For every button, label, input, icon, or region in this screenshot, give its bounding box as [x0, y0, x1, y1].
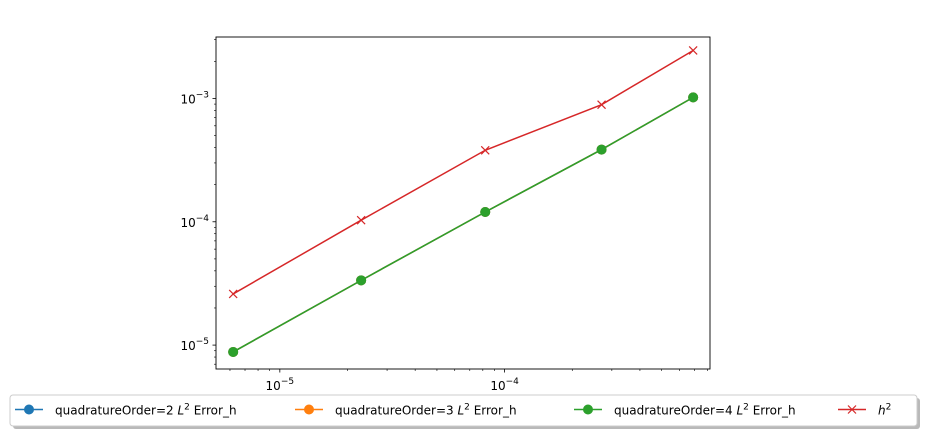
- series-line: [232, 49, 694, 295]
- series-3: [228, 92, 699, 357]
- legend-label: quadratureOrder=3 L2 Error_h: [335, 403, 517, 418]
- data-point: [228, 346, 239, 357]
- marker-stroke: [228, 289, 238, 299]
- tick-label-base: 10: [180, 216, 195, 230]
- tick-label-base: 10: [180, 92, 195, 106]
- tick-label-exponent: −4: [196, 214, 210, 224]
- legend-marker: [24, 404, 34, 415]
- legend-box: [9, 394, 918, 427]
- legend: quadratureOrder=2 L2 Error_h quadratureOr…: [9, 394, 920, 429]
- tick-label-exponent: −5: [281, 377, 294, 387]
- legend-entry-2: quadratureOrder=3 L2 Error_h: [295, 403, 517, 418]
- tick-label-exponent: −4: [506, 377, 520, 387]
- x-tick-label: 10−4: [490, 377, 519, 393]
- legend-label: h2: [878, 403, 891, 418]
- legend-entry-3: quadratureOrder=4 L2 Error_h: [574, 403, 796, 418]
- data-point: [688, 46, 698, 55]
- y-tick-label: 10−3: [180, 90, 209, 106]
- legend-label-math: L: [457, 404, 464, 418]
- tick-label-base: 10: [266, 379, 281, 393]
- legend-label-superscript: 2: [184, 403, 190, 413]
- data-point: [356, 215, 366, 225]
- plot-frame: [215, 36, 711, 370]
- x-tick-label: 10−5: [266, 377, 295, 393]
- data-point: [480, 207, 491, 218]
- marker-stroke: [847, 405, 857, 414]
- y-tick-label: 10−4: [180, 214, 209, 230]
- tick-label-exponent: −5: [196, 337, 209, 347]
- data-point: [228, 289, 238, 299]
- legend-label-math: L: [736, 404, 743, 418]
- data-point: [597, 100, 606, 110]
- legend-marker: [847, 405, 857, 414]
- legend-label: quadratureOrder=2 L2 Error_h: [55, 403, 237, 418]
- series-4: [228, 46, 698, 299]
- legend-entry-4: h2: [838, 403, 891, 418]
- axes: 10−5 10−410−510−410−3: [180, 36, 711, 393]
- legend-label-prefix: quadratureOrder=3: [335, 404, 457, 418]
- legend-marker: [583, 404, 593, 415]
- marker-stroke: [356, 215, 366, 225]
- marker-stroke: [688, 46, 698, 55]
- legend-marker: [304, 404, 314, 415]
- series-line: [232, 96, 694, 353]
- data-point: [480, 145, 490, 155]
- legend-label-math: L: [177, 404, 184, 418]
- data-point: [596, 144, 607, 155]
- legend-label-suffix: Error_h: [470, 404, 517, 418]
- legend-label-suffix: Error_h: [749, 404, 796, 418]
- tick-label-base: 10: [180, 339, 195, 353]
- marker-stroke: [480, 145, 490, 155]
- legend-label-suffix: Error_h: [190, 404, 237, 418]
- legend-label-prefix: quadratureOrder=4: [614, 404, 736, 418]
- marker-stroke: [597, 100, 606, 110]
- legend-label-superscript: 2: [743, 403, 749, 413]
- y-tick-label: 10−5: [180, 337, 209, 353]
- data-point: [688, 92, 699, 103]
- legend-label-superscript: 2: [886, 403, 892, 413]
- data-point: [356, 275, 367, 286]
- legend-label-prefix: quadratureOrder=2: [55, 404, 177, 418]
- legend-label-superscript: 2: [464, 403, 470, 413]
- legend-label: quadratureOrder=4 L2 Error_h: [614, 403, 796, 418]
- tick-label-base: 10: [490, 379, 505, 393]
- tick-label-exponent: −3: [196, 90, 209, 100]
- legend-entry-1: quadratureOrder=2 L2 Error_h: [15, 403, 237, 418]
- legend-label-math: h: [878, 404, 886, 418]
- plot-series: [228, 46, 699, 357]
